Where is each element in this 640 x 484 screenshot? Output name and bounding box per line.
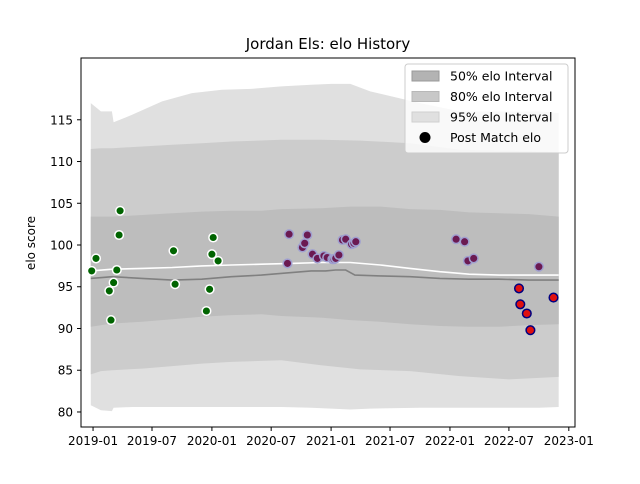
legend-swatch-0 bbox=[412, 71, 439, 81]
x-tick-label-1: 2019-07 bbox=[127, 434, 177, 448]
data-point-series1-17 bbox=[352, 237, 361, 246]
legend-label-1: 80% elo Interval bbox=[450, 89, 552, 104]
data-point-series1-21 bbox=[469, 254, 478, 263]
x-tick-label-0: 2019-01 bbox=[68, 434, 118, 448]
y-tick-label-4: 100 bbox=[50, 239, 73, 253]
y-tick-label-7: 115 bbox=[50, 113, 73, 127]
data-point-series1-4 bbox=[303, 231, 312, 240]
y-tick-label-1: 85 bbox=[58, 364, 73, 378]
y-tick-label-3: 95 bbox=[58, 280, 73, 294]
y-axis-label: elo score bbox=[24, 216, 38, 270]
y-tick-label-6: 110 bbox=[50, 155, 73, 169]
legend-swatch-2 bbox=[412, 112, 439, 122]
data-point-series0-3 bbox=[107, 316, 116, 325]
y-tick-label-5: 105 bbox=[50, 197, 73, 211]
chart-title: Jordan Els: elo History bbox=[245, 35, 411, 53]
legend: 50% elo Interval 80% elo Interval 95% elo … bbox=[405, 64, 568, 153]
data-point-series0-2 bbox=[105, 287, 114, 296]
data-point-series0-9 bbox=[171, 280, 180, 289]
data-point-series0-6 bbox=[115, 231, 124, 240]
data-point-series0-0 bbox=[87, 267, 96, 276]
data-point-series0-13 bbox=[209, 233, 218, 242]
x-tick-label-6: 2022-01 bbox=[425, 434, 475, 448]
data-point-series1-0 bbox=[283, 259, 292, 268]
data-point-series1-19 bbox=[460, 237, 469, 246]
y-tick-label-2: 90 bbox=[58, 322, 73, 336]
data-point-series0-10 bbox=[202, 307, 211, 316]
data-point-series1-3 bbox=[300, 239, 309, 248]
data-point-series2-2 bbox=[523, 309, 532, 318]
x-tick-label-7: 2022-07 bbox=[484, 434, 534, 448]
data-point-series2-3 bbox=[526, 326, 535, 335]
legend-marker-3 bbox=[420, 132, 431, 143]
x-tick-label-8: 2023-01 bbox=[544, 434, 594, 448]
data-point-series1-18 bbox=[452, 235, 461, 244]
data-point-series1-1 bbox=[285, 230, 294, 239]
legend-label-3: Post Match elo bbox=[450, 130, 541, 145]
data-point-series0-8 bbox=[169, 247, 178, 256]
data-point-series0-11 bbox=[205, 285, 214, 294]
data-point-series0-14 bbox=[214, 257, 223, 266]
interval-band-2 bbox=[91, 207, 559, 327]
x-tick-label-5: 2021-07 bbox=[365, 434, 415, 448]
legend-label-0: 50% elo Interval bbox=[450, 69, 552, 84]
data-point-series0-5 bbox=[113, 266, 122, 275]
legend-label-2: 95% elo Interval bbox=[450, 110, 552, 125]
data-point-series2-0 bbox=[515, 284, 524, 293]
legend-swatch-1 bbox=[412, 92, 439, 102]
data-point-series0-1 bbox=[92, 254, 101, 263]
x-tick-label-3: 2020-07 bbox=[246, 434, 296, 448]
data-point-series1-22 bbox=[535, 262, 544, 271]
data-point-series0-4 bbox=[109, 278, 118, 287]
data-point-series2-1 bbox=[516, 300, 525, 309]
y-tick-label-0: 80 bbox=[58, 405, 73, 419]
data-point-series0-7 bbox=[116, 207, 125, 216]
data-point-series1-12 bbox=[335, 251, 344, 260]
x-tick-label-4: 2021-01 bbox=[306, 434, 356, 448]
data-point-series2-4 bbox=[549, 293, 558, 302]
x-tick-label-2: 2020-01 bbox=[187, 434, 237, 448]
